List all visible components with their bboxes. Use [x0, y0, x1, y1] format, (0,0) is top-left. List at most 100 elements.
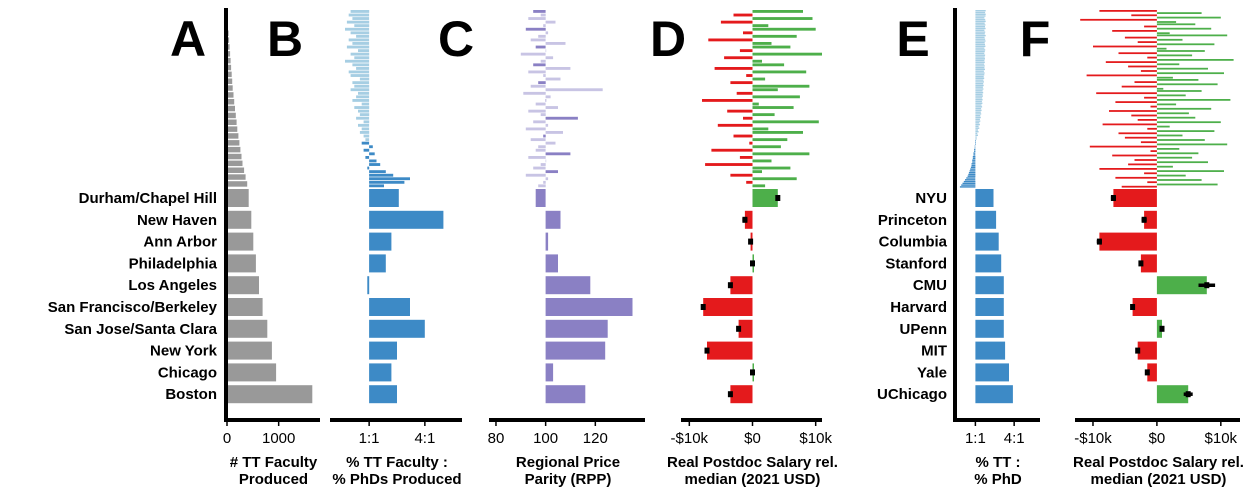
background-bar — [752, 166, 791, 170]
background-bar — [975, 107, 982, 110]
error-bar-center — [1159, 325, 1165, 332]
background-bar — [975, 22, 985, 24]
background-bar — [975, 138, 977, 140]
x-tick-label: -$10k — [671, 430, 709, 447]
background-bar — [975, 11, 986, 14]
background-bar — [752, 17, 813, 20]
background-bar — [730, 81, 753, 85]
background-bar — [545, 56, 554, 60]
panel-b: 1:1 4:1 % TT Faculty :% PhDs Produced B — [267, 10, 462, 488]
bar-uchicago — [1156, 385, 1189, 404]
background-bar — [369, 173, 394, 177]
background-bar — [968, 173, 976, 176]
background-bar — [975, 63, 985, 65]
background-bar — [975, 77, 985, 80]
bar-nyu — [1113, 189, 1157, 207]
background-bar — [1156, 116, 1196, 119]
background-bar — [752, 84, 810, 88]
background-bar — [975, 13, 986, 16]
background-bar — [975, 129, 978, 131]
row-label: Philadelphia — [129, 255, 218, 272]
background-bar — [227, 153, 242, 160]
x-tick-label: 120 — [583, 430, 608, 447]
background-bar — [1131, 114, 1157, 117]
background-bar — [1099, 10, 1157, 12]
background-bar — [535, 102, 546, 106]
background-bar — [545, 159, 547, 163]
background-bar — [1137, 41, 1157, 43]
background-bar — [975, 116, 981, 119]
background-bar — [975, 132, 978, 135]
background-bar — [1156, 112, 1189, 115]
background-bar — [727, 109, 753, 113]
row-label: UPenn — [899, 321, 947, 338]
background-bar — [369, 170, 386, 174]
bar-cmu — [975, 276, 1004, 295]
x-axis-title: Real Postdoc Salary rel. — [1073, 454, 1244, 471]
background-bar — [1156, 16, 1221, 19]
background-bar — [752, 34, 797, 38]
background-bar — [975, 47, 985, 49]
x-tick-label: $10k — [1205, 430, 1238, 447]
error-bar-center — [1185, 391, 1191, 398]
background-bar — [1093, 45, 1157, 48]
background-bar — [352, 99, 370, 102]
background-bar — [1156, 23, 1196, 26]
background-bar — [972, 156, 976, 158]
background-bar — [1156, 21, 1177, 23]
background-bar — [538, 145, 546, 149]
background-bar — [227, 105, 235, 112]
background-bar — [528, 17, 546, 20]
background-bar — [752, 106, 794, 109]
background-bar — [545, 77, 561, 81]
background-bar — [972, 161, 976, 163]
background-bar — [971, 163, 976, 165]
background-bar — [348, 13, 370, 17]
bar-philadelphia — [369, 254, 386, 273]
background-bar — [975, 97, 983, 99]
background-bar — [975, 106, 983, 108]
background-bar — [545, 42, 566, 45]
background-bar — [354, 106, 370, 109]
background-bar — [1156, 32, 1170, 35]
error-bar-center — [1138, 260, 1144, 267]
background-bar — [965, 179, 976, 181]
background-bar — [975, 111, 981, 113]
background-bar — [545, 31, 549, 35]
background-bar — [1156, 125, 1170, 128]
background-bar — [227, 181, 248, 187]
background-bar — [975, 68, 985, 71]
bar-chicago — [545, 363, 554, 382]
background-bar — [975, 24, 986, 26]
background-bar — [1156, 50, 1205, 52]
background-bar — [533, 10, 546, 13]
bar-los-angeles — [730, 276, 753, 295]
bar-stanford — [1140, 254, 1157, 273]
background-bar — [714, 67, 753, 70]
background-bar — [752, 113, 775, 117]
bar-cmu — [1156, 276, 1207, 295]
background-bar — [1156, 161, 1208, 164]
background-bar — [1115, 176, 1157, 179]
panel-letter: D — [650, 11, 686, 67]
background-bar — [533, 120, 546, 124]
x-axis-title: % PhDs Produced — [332, 471, 461, 488]
error-bar-center — [1144, 369, 1150, 376]
background-bar — [354, 84, 370, 88]
row-label: MIT — [921, 343, 947, 360]
background-bar — [227, 126, 238, 132]
background-bar — [961, 184, 976, 186]
background-bar — [1109, 110, 1157, 112]
background-bar — [975, 123, 980, 126]
background-bar — [752, 138, 788, 142]
background-bar — [975, 120, 981, 122]
background-bar — [1156, 47, 1167, 50]
x-tick-label: 4:1 — [1004, 430, 1025, 447]
background-bar — [1156, 156, 1193, 159]
background-bar — [358, 49, 370, 53]
background-bar — [227, 44, 230, 50]
background-bar — [969, 170, 976, 172]
background-bar — [1156, 103, 1177, 106]
